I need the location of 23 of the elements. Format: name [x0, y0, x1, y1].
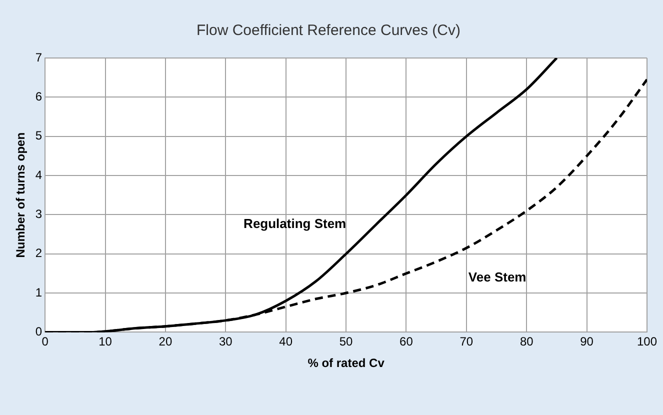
- x-tick-label: 50: [339, 334, 354, 349]
- series-label: Regulating Stem: [244, 216, 346, 232]
- x-tick-label: 40: [279, 334, 293, 349]
- y-axis-title: Number of turns open: [14, 132, 28, 258]
- x-tick-label: 20: [158, 334, 172, 349]
- y-tick-label: 5: [35, 128, 42, 143]
- chart-title: Flow Coefficient Reference Curves (Cv): [196, 22, 460, 40]
- x-tick-label: 10: [98, 334, 112, 349]
- x-tick-label: 70: [460, 334, 474, 349]
- x-tick-label: 60: [400, 334, 414, 349]
- y-tick-label: 3: [35, 207, 42, 221]
- y-tick-label: 0: [35, 324, 42, 339]
- x-tick-label: 100: [636, 334, 658, 349]
- y-tick-label: 6: [35, 89, 42, 104]
- x-tick-label: 80: [520, 334, 534, 349]
- x-tick-label: 90: [580, 334, 594, 349]
- series-label: Vee Stem: [468, 270, 526, 285]
- y-tick-label: 7: [35, 50, 42, 64]
- y-tick-label: 1: [35, 285, 42, 300]
- x-axis-title: % of rated Cv: [308, 356, 385, 370]
- x-tick-label: 30: [218, 334, 233, 349]
- y-tick-label: 2: [35, 246, 42, 260]
- y-tick-label: 4: [35, 168, 42, 182]
